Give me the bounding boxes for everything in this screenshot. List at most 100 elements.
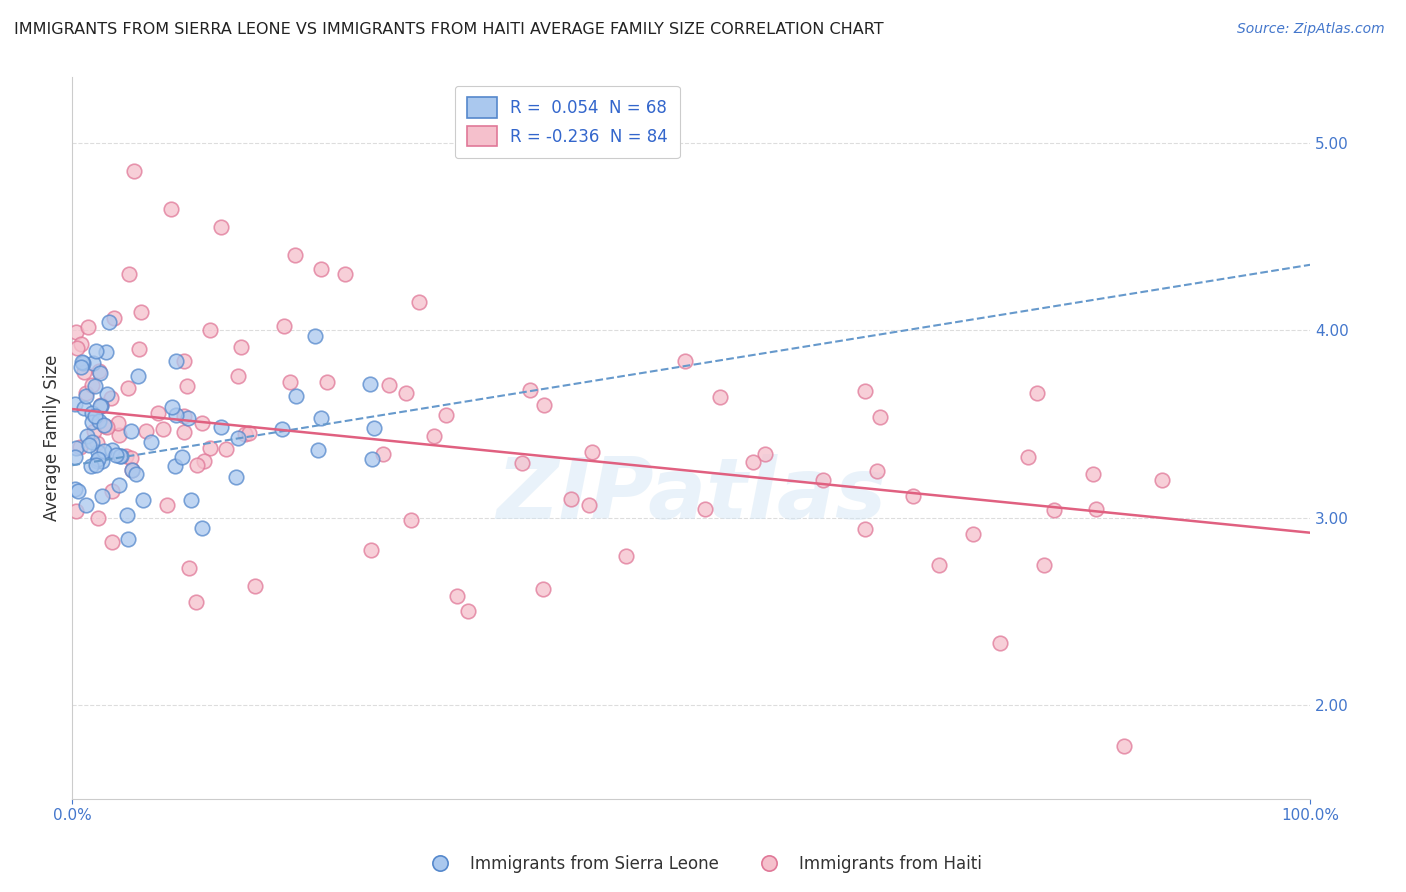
Point	[307, 443, 329, 458]
Point	[63, 450, 86, 465]
Point	[243, 579, 266, 593]
Point	[108, 449, 131, 463]
Point	[93, 444, 115, 458]
Point	[82, 415, 104, 429]
Point	[132, 493, 155, 508]
Point	[121, 463, 143, 477]
Point	[91, 489, 114, 503]
Point	[82, 406, 104, 420]
Point	[152, 421, 174, 435]
Point	[173, 409, 195, 423]
Point	[124, 467, 146, 482]
Point	[160, 400, 183, 414]
Point	[695, 502, 717, 516]
Point	[231, 340, 253, 354]
Legend: R =  0.054  N = 68, R = -0.236  N = 84: R = 0.054 N = 68, R = -0.236 N = 84	[456, 86, 679, 158]
Point	[408, 295, 430, 310]
Point	[378, 378, 401, 392]
Point	[104, 448, 127, 462]
Y-axis label: Average Family Size: Average Family Size	[44, 355, 60, 521]
Point	[361, 451, 384, 466]
Point	[869, 410, 891, 425]
Point	[1017, 450, 1039, 464]
Point	[853, 522, 876, 536]
Point	[673, 353, 696, 368]
Point	[101, 535, 124, 549]
Point	[333, 267, 356, 281]
Point	[742, 454, 765, 468]
Point	[1081, 467, 1104, 482]
Point	[866, 464, 889, 478]
Point	[371, 446, 394, 460]
Point	[82, 356, 104, 370]
Point	[238, 425, 260, 440]
Point	[115, 449, 138, 463]
Point	[193, 453, 215, 467]
Point	[446, 589, 468, 603]
Point	[128, 342, 150, 356]
Point	[100, 391, 122, 405]
Point	[96, 386, 118, 401]
Point	[1032, 558, 1054, 573]
Point	[87, 452, 110, 467]
Point	[225, 470, 247, 484]
Point	[160, 202, 183, 216]
Point	[65, 483, 87, 497]
Point	[80, 435, 103, 450]
Point	[399, 512, 422, 526]
Point	[65, 325, 87, 339]
Point	[63, 397, 86, 411]
Point	[226, 431, 249, 445]
Point	[70, 360, 93, 375]
Point	[87, 445, 110, 459]
Point	[578, 498, 600, 512]
Point	[89, 399, 111, 413]
Point	[172, 450, 194, 464]
Point	[86, 435, 108, 450]
Point	[165, 354, 187, 368]
Point	[209, 420, 232, 434]
Point	[173, 425, 195, 439]
Point	[94, 419, 117, 434]
Point	[928, 558, 950, 572]
Point	[84, 379, 107, 393]
Text: Source: ZipAtlas.com: Source: ZipAtlas.com	[1237, 22, 1385, 37]
Point	[903, 489, 925, 503]
Point	[75, 389, 97, 403]
Point	[87, 364, 110, 378]
Point	[69, 440, 91, 454]
Point	[80, 378, 103, 392]
Point	[423, 429, 446, 443]
Point	[457, 604, 479, 618]
Point	[177, 411, 200, 425]
Point	[86, 453, 108, 467]
Point	[77, 320, 100, 334]
Point	[110, 449, 132, 463]
Point	[754, 447, 776, 461]
Point	[165, 408, 187, 422]
Point	[1084, 502, 1107, 516]
Point	[215, 442, 238, 456]
Point	[811, 473, 834, 487]
Point	[363, 421, 385, 435]
Point	[284, 248, 307, 262]
Point	[120, 451, 142, 466]
Point	[76, 429, 98, 443]
Point	[73, 365, 96, 379]
Point	[98, 315, 121, 329]
Point	[560, 491, 582, 506]
Legend: Immigrants from Sierra Leone, Immigrants from Haiti: Immigrants from Sierra Leone, Immigrants…	[418, 848, 988, 880]
Point	[191, 416, 214, 430]
Point	[135, 424, 157, 438]
Text: ZIPatlas: ZIPatlas	[496, 454, 886, 537]
Point	[72, 401, 94, 415]
Point	[83, 424, 105, 438]
Point	[709, 390, 731, 404]
Point	[117, 533, 139, 547]
Point	[70, 337, 93, 351]
Point	[186, 458, 208, 472]
Point	[84, 409, 107, 423]
Point	[89, 366, 111, 380]
Point	[176, 379, 198, 393]
Point	[87, 414, 110, 428]
